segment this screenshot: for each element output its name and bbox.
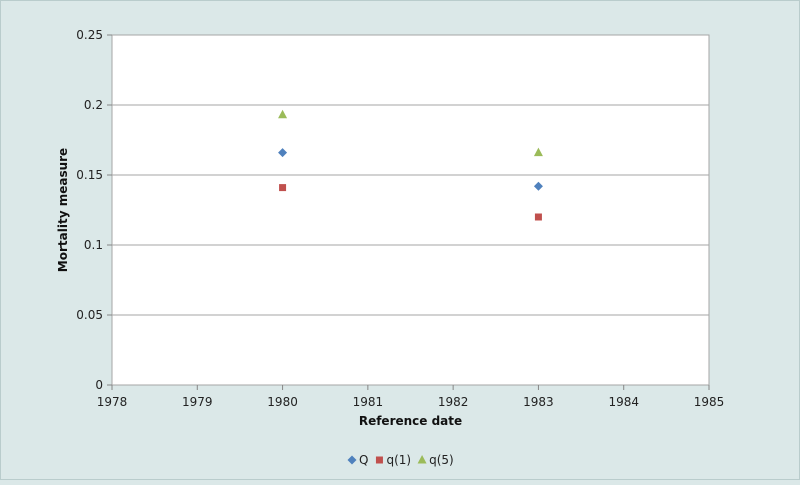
- y-tick-label: 0.05: [76, 308, 103, 322]
- data-point-q: [278, 148, 288, 158]
- data-point-q1: [279, 184, 287, 192]
- y-tick-label: 0.25: [76, 28, 103, 42]
- x-tick-label: 1979: [182, 395, 213, 409]
- x-axis-title: Reference date: [359, 414, 462, 428]
- x-tick-label: 1982: [438, 395, 469, 409]
- y-tick-label: 0.15: [76, 168, 103, 182]
- x-tick-label: 1984: [608, 395, 639, 409]
- legend-label: Q: [359, 453, 368, 467]
- gridlines: [112, 34, 709, 316]
- data-points: [278, 109, 543, 221]
- x-tick-label: 1981: [353, 395, 384, 409]
- y-axis-title: Mortality measure: [56, 148, 70, 272]
- x-axis-ticks: 1978 1979 1980 1981 1982 1983 1984 1985: [97, 385, 725, 409]
- legend-marker-q5: [417, 455, 427, 464]
- plot-area: [111, 34, 710, 386]
- legend-item-q: Q: [347, 453, 368, 467]
- y-axis-ticks: 0 0.05 0.1 0.15 0.2 0.25: [76, 28, 112, 392]
- data-point-q1: [534, 213, 542, 221]
- legend-label: q(1): [386, 453, 411, 467]
- data-point-q5: [533, 147, 543, 157]
- legend-label: q(5): [429, 453, 454, 467]
- x-tick-label: 1980: [267, 395, 298, 409]
- legend-marker-q: [347, 455, 357, 465]
- legend-marker-q1: [375, 456, 383, 464]
- data-point-q5: [278, 109, 288, 119]
- legend-item-q1: q(1): [375, 453, 411, 467]
- y-tick-label: 0: [95, 378, 103, 392]
- x-tick-label: 1983: [523, 395, 554, 409]
- y-tick-label: 0.2: [84, 98, 103, 112]
- legend-item-q5: q(5): [417, 453, 454, 467]
- x-tick-label: 1985: [694, 395, 725, 409]
- y-tick-label: 0.1: [84, 238, 103, 252]
- data-point-q: [533, 181, 543, 191]
- x-tick-label: 1978: [97, 395, 128, 409]
